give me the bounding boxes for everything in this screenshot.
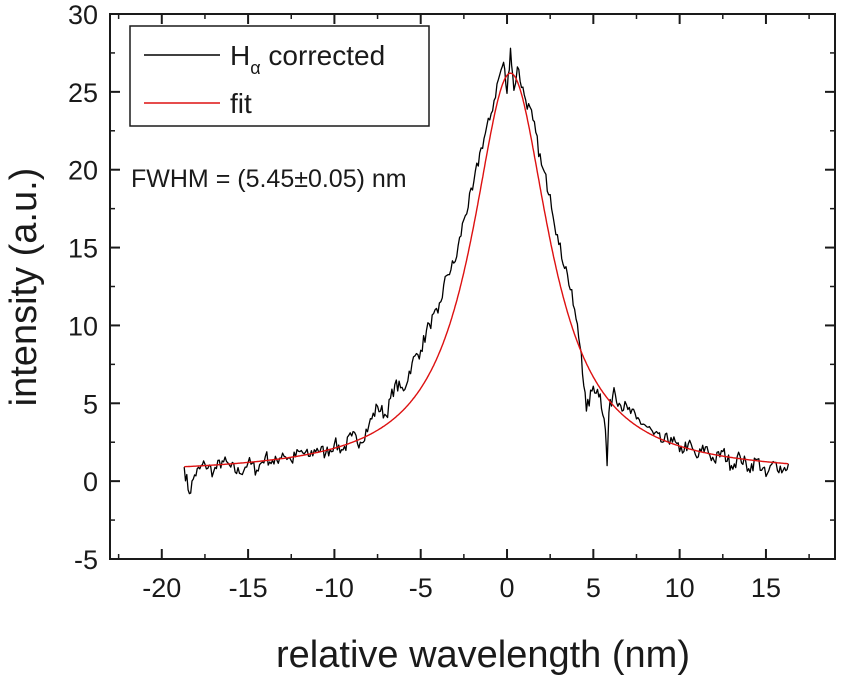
y-tick-label: 30 [68,0,98,30]
x-tick-label: -20 [142,573,181,603]
y-tick-label: -5 [74,545,98,575]
legend: Hα corrected fit [129,25,430,127]
y-axis-title: intensity (a.u.) [3,168,45,407]
x-tick-label: 10 [665,573,695,603]
x-tick-label: -15 [229,573,268,603]
x-tick-label: 0 [500,573,515,603]
y-tick-label: 15 [68,234,98,264]
legend-label-corrected: Hα corrected [230,40,385,78]
legend-label-fit: fit [230,88,252,119]
x-axis-title: relative wavelength (nm) [276,634,690,675]
y-tick-label: 20 [68,156,98,186]
fwhm-annotation: FWHM = (5.45±0.05) nm [131,165,407,193]
legend-main: H [230,40,250,71]
series-line-fit [184,72,789,468]
x-tick-label: 5 [586,573,601,603]
y-tick-label: 5 [83,389,98,419]
ticks-layer [110,13,835,560]
legend-sub: α [250,58,260,78]
series-layer [183,47,790,495]
x-tick-label: -5 [409,573,433,603]
y-tick-label: 0 [83,467,98,497]
legend-rest: corrected [261,40,386,71]
x-tick-label: -10 [315,573,354,603]
y-tick-label: 10 [68,311,98,341]
y-tick-label: 25 [68,78,98,108]
legend-box [129,25,430,127]
x-tick-label: 15 [751,573,781,603]
tick-labels-layer: -20 -15 -10 -5 0 5 10 15 -5 0 5 10 15 20 25 30 [68,0,781,603]
